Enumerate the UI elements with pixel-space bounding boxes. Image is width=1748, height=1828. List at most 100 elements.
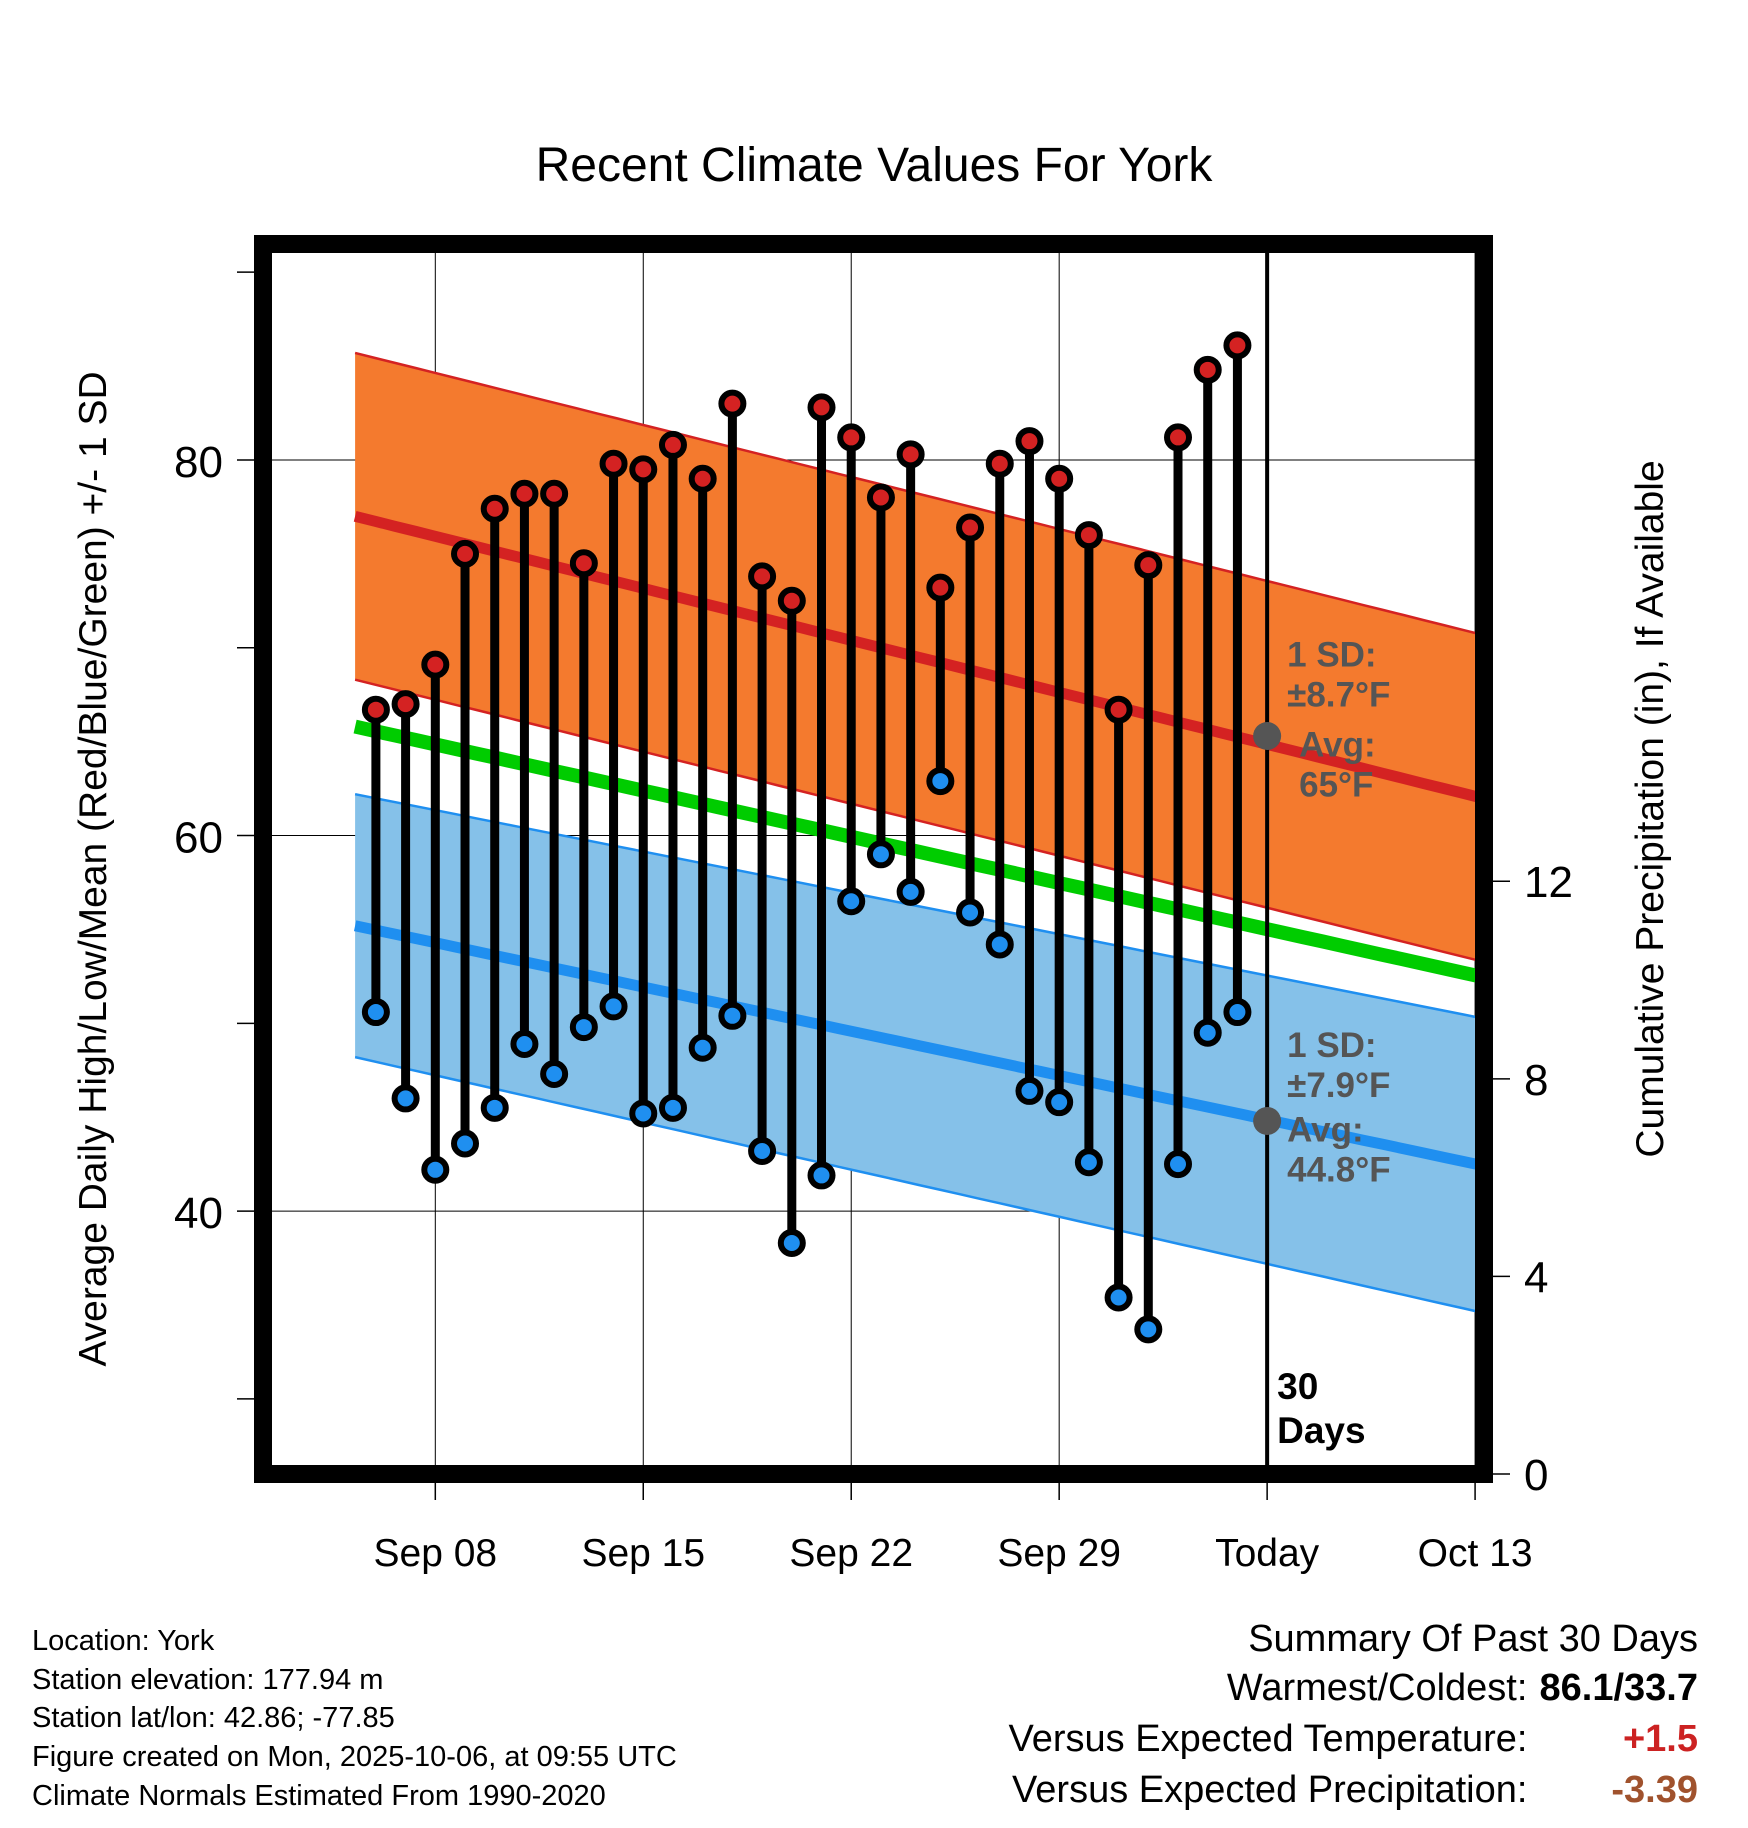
daily-low-point (361, 998, 390, 1027)
daily-high-point (1074, 521, 1103, 550)
precip-value: -3.39 (1611, 1769, 1698, 1811)
y2-axis-label: Cumulative Precipitation (in), If Availa… (1629, 460, 1672, 1157)
daily-high-point (985, 449, 1014, 478)
high-sd-annotation-line: 1 SD: (1287, 636, 1376, 675)
daily-low-point (807, 1161, 836, 1190)
low-sd-annotation: 1 SD: ±7.9°F (1287, 1026, 1390, 1105)
daily-low-point (480, 1093, 509, 1122)
low-sd-annotation-line: ±7.9°F (1287, 1066, 1390, 1105)
daily-high-point (1015, 427, 1044, 456)
daily-high-point (629, 455, 658, 484)
daily-high-point (391, 690, 420, 719)
daily-high-point (480, 494, 509, 523)
daily-low-point (421, 1155, 450, 1184)
high-band-upper-edge (354, 351, 1484, 637)
summary-heading: Summary Of Past 30 Days (1248, 1618, 1698, 1660)
daily-high-point (1164, 423, 1193, 452)
y2-tick-label: 12 (1524, 858, 1573, 907)
daily-high-point (718, 389, 747, 418)
daily-low-point (569, 1013, 598, 1042)
temp-value: +1.5 (1622, 1718, 1698, 1760)
footer-latlon: Station lat/lon: 42.86; -77.85 (32, 1702, 395, 1734)
daily-low-point (1045, 1088, 1074, 1117)
plot-frame (254, 235, 1493, 1483)
summary-warm-cold: Warmest/Coldest: 86.1/33.7 (1227, 1667, 1698, 1710)
footer-created: Figure created on Mon, 2025-10-06, at 09… (32, 1741, 677, 1773)
x-tick-label: Sep 15 (581, 1532, 705, 1575)
daily-high-point (1193, 355, 1222, 384)
daily-low-point (985, 930, 1014, 959)
daily-low-point (926, 767, 955, 796)
daily-low-point (451, 1129, 480, 1158)
y2-tick-label: 8 (1524, 1056, 1548, 1105)
daily-low-point (1074, 1148, 1103, 1177)
summary-temp: Versus Expected Temperature: +1.5 (1009, 1718, 1698, 1761)
footer-location: Location: York (32, 1625, 215, 1657)
daily-low-point (777, 1229, 806, 1258)
low-avg-marker (1253, 1106, 1282, 1135)
daily-low-point (1223, 998, 1252, 1027)
daily-low-point (1164, 1150, 1193, 1179)
precip-label: Versus Expected Precipitation: (1012, 1769, 1528, 1811)
daily-low-point (658, 1093, 687, 1122)
daily-low-point (1193, 1018, 1222, 1047)
daily-low-point (1015, 1076, 1044, 1105)
today-days-label: 30 Days (1277, 1366, 1365, 1451)
low-band-lower-edge (354, 1055, 1484, 1315)
daily-low-point (688, 1033, 717, 1062)
high-avg-marker (1253, 722, 1282, 750)
warm-cold-value: 86.1/33.7 (1539, 1667, 1698, 1709)
low-avg-annotation-line: Avg: (1287, 1111, 1363, 1150)
y-tick-label: 80 (174, 438, 223, 487)
daily-low-point (748, 1137, 777, 1166)
low-sd-annotation-line: 1 SD: (1287, 1026, 1376, 1065)
daily-high-point (688, 464, 717, 493)
daily-high-point (807, 393, 836, 422)
daily-high-point (748, 562, 777, 591)
daily-low-point (629, 1099, 658, 1128)
y2-tick-label: 4 (1524, 1253, 1548, 1302)
daily-high-point (421, 650, 450, 679)
x-tick-label: Sep 29 (997, 1532, 1121, 1575)
high-avg-annotation-line: Avg: (1299, 726, 1375, 765)
daily-high-point (1223, 331, 1252, 360)
daily-high-point (956, 513, 985, 542)
daily-high-point (599, 449, 628, 478)
y-tick-label: 60 (174, 814, 223, 863)
x-tick-label: Today (1215, 1532, 1320, 1575)
low-avg-annotation-line: 44.8°F (1287, 1151, 1391, 1190)
daily-high-point (540, 479, 569, 508)
footer-elevation: Station elevation: 177.94 m (32, 1664, 384, 1696)
temp-label: Versus Expected Temperature: (1008, 1718, 1528, 1760)
low-sd-band (355, 794, 1484, 1314)
today-days-label-line: Days (1277, 1410, 1365, 1451)
daily-low-point (391, 1084, 420, 1113)
daily-high-point (569, 549, 598, 578)
warm-cold-label: Warmest/Coldest: (1226, 1667, 1528, 1709)
chart-title: Recent Climate Values For York (536, 139, 1214, 192)
daily-low-point (718, 1001, 747, 1030)
daily-high-point (837, 423, 866, 452)
daily-high-point (866, 483, 895, 512)
daily-low-point (510, 1029, 539, 1058)
daily-low-point (837, 887, 866, 916)
daily-low-point (896, 877, 925, 906)
x-tick-label: Sep 08 (374, 1532, 498, 1575)
daily-high-point (510, 479, 539, 508)
daily-low-point (540, 1060, 569, 1089)
daily-low-point (956, 898, 985, 927)
today-days-label-line: 30 (1277, 1366, 1318, 1407)
x-tick-label: Oct 13 (1418, 1532, 1533, 1575)
high-sd-annotation-line: ±8.7°F (1287, 676, 1390, 715)
daily-high-point (1045, 464, 1074, 493)
x-tick-label: Sep 22 (789, 1532, 913, 1575)
plot-area (263, 244, 1484, 1474)
daily-high-point (926, 573, 955, 602)
daily-high-point (361, 695, 390, 724)
daily-high-point (1104, 695, 1133, 724)
high-avg-annotation: Avg: 65°F (1299, 726, 1375, 805)
x-axis-label: Day (839, 1598, 909, 1600)
y2-tick-label: 0 (1524, 1451, 1548, 1500)
y-axis-label: Average Daily High/Low/Mean (Red/Blue/Gr… (72, 371, 115, 1366)
